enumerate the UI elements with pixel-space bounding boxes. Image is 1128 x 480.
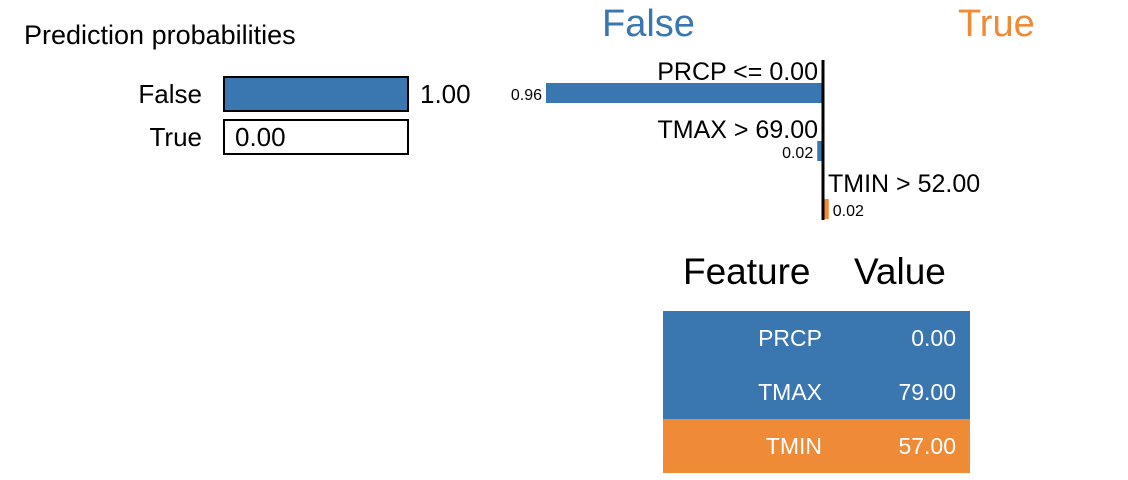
class-header-false: False	[602, 3, 695, 45]
explanation-bar	[817, 141, 823, 161]
table-row: TMIN 57.00	[663, 419, 970, 473]
table-cell-feature: TMAX	[758, 379, 822, 405]
table-cell-value: 57.00	[898, 433, 956, 459]
table-cell-value: 79.00	[898, 379, 956, 405]
feature-condition-label: PRCP <= 0.00	[657, 58, 818, 86]
explanation-bar	[823, 199, 829, 219]
feature-condition-label: TMIN > 52.00	[828, 170, 980, 198]
prob-bar-false	[223, 76, 409, 112]
table-row: PRCP 0.00	[663, 311, 970, 365]
prob-label-false: False	[138, 79, 202, 109]
prob-value-true: 0.00	[235, 122, 286, 152]
feature-condition-label: TMAX > 69.00	[658, 116, 819, 144]
table-row: TMAX 79.00	[663, 365, 970, 419]
class-header-true: True	[958, 3, 1035, 45]
table-header-value: Value	[854, 251, 946, 292]
prob-label-true: True	[149, 122, 203, 152]
table-cell-feature: TMIN	[765, 433, 822, 459]
prediction-probabilities-title: Prediction probabilities	[24, 20, 296, 50]
prob-bar-fill-false	[225, 78, 407, 110]
explanation-bar-value-label: 0.02	[833, 203, 864, 220]
feature-value-table: PRCP 0.00 TMAX 79.00 TMIN 57.00	[663, 311, 970, 473]
prob-row-false: False 1.00	[0, 76, 520, 112]
prob-bar-true: 0.00	[223, 119, 409, 155]
prob-row-true: True 0.00	[0, 119, 520, 155]
prob-value-false: 1.00	[420, 79, 471, 109]
table-cell-feature: PRCP	[758, 325, 822, 351]
explanation-bar	[546, 83, 823, 103]
explanation-bar-value-label: 0.96	[511, 87, 542, 104]
table-cell-value: 0.00	[911, 325, 956, 351]
explanation-bar-value-label: 0.02	[782, 145, 813, 162]
table-header-feature: Feature	[683, 251, 811, 292]
